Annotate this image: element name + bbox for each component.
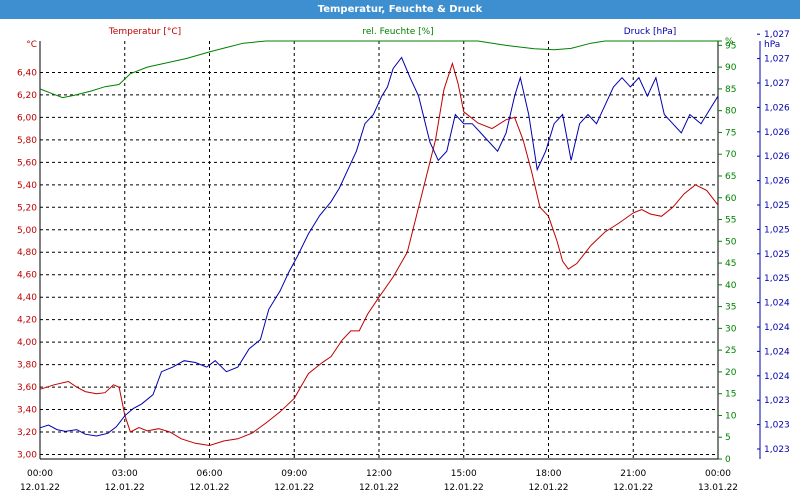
right-tick-label: 1,024 [764,323,790,333]
left-tick-label: 6,40 [17,68,37,78]
right-tick-label: 1,023 [764,396,790,406]
middle-tick-label: 45 [725,259,736,269]
right-tick-label: 1,026 [764,103,790,113]
middle-tick-label: 55 [725,216,736,226]
middle-tick-label: 85 [725,85,736,95]
window-title: Temperatur, Feuchte & Druck [0,0,800,19]
right-tick-label: 1,024 [764,347,790,357]
x-tick-date: 12.01.22 [189,483,229,493]
left-tick-label: 6,00 [17,113,37,123]
middle-tick-label: 70 [725,150,737,160]
x-tick-time: 03:00 [112,469,138,479]
left-tick-label: 4,80 [17,248,37,258]
x-tick-date: 12.01.22 [444,483,484,493]
middle-tick-label: 10 [725,411,737,421]
middle-tick-label: 0 [725,455,731,465]
left-tick-label: 3,20 [17,428,37,438]
left-tick-label: 5,60 [17,158,37,168]
middle-tick-label: 65 [725,172,736,182]
right-tick-label: 1,024 [764,299,790,309]
right-tick-label: 1,023 [764,445,790,455]
legend-temperature: Temperatur [°C] [108,27,181,37]
x-tick-time: 21:00 [620,469,646,479]
pressure-line [39,56,719,437]
right-tick-label: 1,025 [764,274,790,284]
left-tick-label: 3,80 [17,361,37,371]
right-axis-unit: hPa [764,40,780,50]
left-tick-label: 4,20 [17,316,37,326]
right-tick-label: 1,026 [764,152,790,162]
middle-tick-label: 20 [725,368,737,378]
right-tick-label: 1,027 [764,55,790,65]
x-tick-time: 18:00 [536,469,562,479]
x-tick-time: 09:00 [281,469,307,479]
left-tick-label: 4,60 [17,271,37,281]
right-tick-label: 1,025 [764,225,790,235]
right-tick-label: 1,024 [764,372,790,382]
right-tick-label: 1,027 [764,79,790,89]
x-tick-date: 12.01.22 [274,483,314,493]
x-tick-time: 15:00 [451,469,477,479]
middle-tick-label: 80 [725,107,737,117]
x-tick-date: 12.01.22 [613,483,653,493]
middle-tick-label: % [725,37,734,47]
right-tick-label: 1,025 [764,250,790,260]
right-tick-label: 1,026 [764,177,790,187]
right-tick-label: 1,025 [764,201,790,211]
left-tick-label: 4,40 [17,293,37,303]
x-tick-time: 00:00 [705,469,731,479]
legend-humidity: rel. Feuchte [%] [362,27,433,37]
series-layer [39,40,719,447]
left-axis-unit: °C [26,40,37,50]
x-tick-date: 12.01.22 [20,483,60,493]
middle-tick-label: 50 [725,237,737,247]
x-tick-date: 13.01.22 [698,483,738,493]
left-tick-label: 5,00 [17,226,37,236]
x-tick-time: 12:00 [366,469,392,479]
grid [40,41,718,459]
chart: 3,00 3,20 3,40 3,60 3,80 4,00 4,20 4,40 4,60 4,80… [17,27,790,493]
middle-tick-label: 40 [725,281,737,291]
right-tick-label: 1,027 [764,30,790,40]
middle-tick-label: 95 [725,41,736,51]
humidity-line [39,40,718,99]
left-tick-label: 3,40 [17,406,37,416]
right-tick-label: 1,023 [764,421,790,431]
left-tick-label: 5,40 [17,181,37,191]
left-tick-label: 4,00 [17,338,37,348]
left-tick-label: 3,00 [17,451,37,461]
left-tick-label: 3,60 [17,383,37,393]
temperature-line [39,61,719,447]
legend-pressure: Druck [hPa] [624,27,677,37]
x-tick-date: 12.01.22 [528,483,568,493]
left-tick-label: 5,20 [17,203,37,213]
x-tick-date: 12.01.22 [359,483,399,493]
middle-tick-label: 25 [725,346,736,356]
middle-tick-label: 5 [725,433,731,443]
middle-tick-label: 35 [725,303,736,313]
middle-tick-label: 60 [725,194,737,204]
left-tick-label: 6,20 [17,91,37,101]
axes [39,33,761,460]
middle-tick-label: 30 [725,324,737,334]
x-tick-time: 00:00 [27,469,53,479]
middle-tick-label: 75 [725,128,736,138]
left-tick-label: 5,80 [17,136,37,146]
labels: 3,00 3,20 3,40 3,60 3,80 4,00 4,20 4,40 4,60 4,80… [17,27,790,493]
x-tick-time: 06:00 [197,469,223,479]
right-tick-label: 1,026 [764,128,790,138]
middle-tick-label: 15 [725,390,736,400]
middle-tick-label: 90 [725,63,737,73]
x-tick-date: 12.01.22 [105,483,145,493]
